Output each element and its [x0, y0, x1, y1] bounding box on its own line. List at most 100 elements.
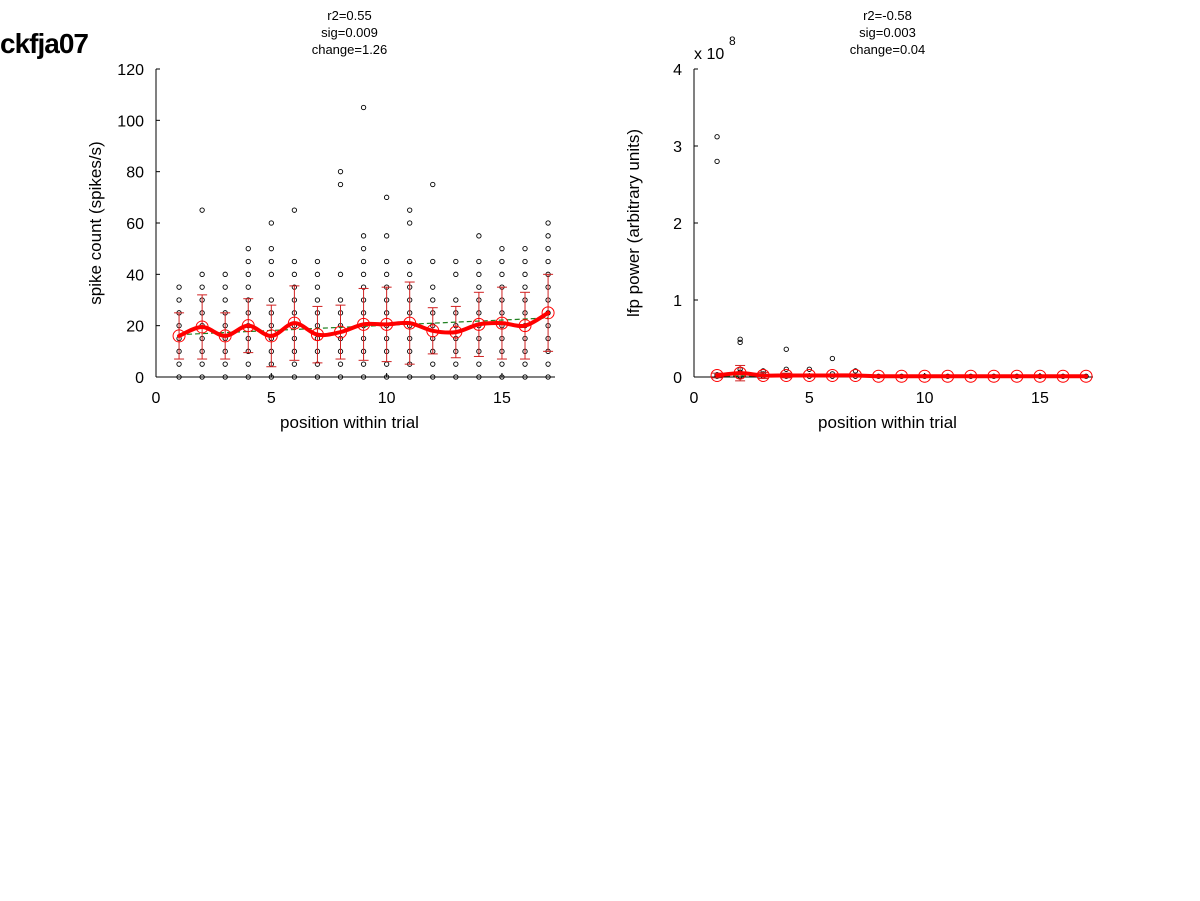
- mean-marker: [449, 325, 463, 339]
- mean-marker: [426, 324, 440, 338]
- chart-subtitle-line: change=1.26: [312, 42, 388, 57]
- chart-subtitle-line: sig=0.009: [321, 25, 378, 40]
- chart-subtitle-line: r2=-0.58: [863, 8, 912, 23]
- chart-subtitle-line: sig=0.003: [859, 25, 916, 40]
- data-point: [522, 271, 528, 277]
- data-point: [176, 284, 182, 290]
- data-point: [522, 361, 528, 367]
- mean-marker: [495, 316, 509, 330]
- x-tick-label: 0: [690, 390, 699, 407]
- data-point: [291, 374, 298, 380]
- mean-marker: [895, 369, 909, 383]
- data-point: [222, 297, 228, 303]
- mean-marker: [472, 317, 486, 331]
- chart-panel-2: r2=-0.58 sig=0.003 change=0.04 0 1 2 3 4 0 5 10 15 p…: [624, 8, 1093, 432]
- data-point: [476, 271, 482, 277]
- y-tick-label: 60: [126, 216, 144, 233]
- data-point: [245, 258, 251, 265]
- data-point: [337, 361, 344, 367]
- mean-marker: [848, 368, 862, 382]
- y-tick-label: 0: [135, 370, 144, 387]
- y-tick-label: 2: [673, 216, 682, 233]
- mean-marker: [334, 325, 348, 339]
- data-point: [545, 361, 551, 367]
- x-tick-label: 10: [378, 390, 396, 407]
- data-point: [314, 271, 321, 277]
- x-tick-label: 5: [267, 390, 276, 407]
- mean-marker: [756, 368, 770, 382]
- data-point: [407, 258, 413, 265]
- data-point: [407, 220, 413, 226]
- data-point: [176, 361, 182, 367]
- data-point: [245, 271, 251, 277]
- data-point: [291, 207, 298, 213]
- mean-marker: [1033, 369, 1047, 383]
- data-point: [291, 361, 298, 367]
- x-tick-label: 5: [805, 390, 814, 407]
- data-point: [360, 258, 367, 265]
- mean-marker: [218, 329, 232, 343]
- x-tick-label: 15: [1031, 390, 1049, 407]
- chart-subtitle-line: r2=0.55: [327, 8, 371, 23]
- data-point: [499, 361, 505, 367]
- data-point: [383, 271, 390, 277]
- mean-marker: [403, 316, 417, 330]
- mean-marker: [872, 369, 886, 383]
- x-axis-label: position within trial: [280, 413, 419, 432]
- data-point: [522, 374, 528, 380]
- data-point: [453, 361, 459, 367]
- data-point: [176, 374, 182, 380]
- mean-marker: [310, 328, 324, 342]
- data-point: [245, 246, 251, 252]
- data-point: [545, 233, 551, 239]
- data-point: [360, 374, 367, 380]
- mean-marker: [1056, 369, 1070, 383]
- data-point: [314, 258, 321, 265]
- data-point: [806, 366, 812, 372]
- data-point: [476, 374, 482, 380]
- y-tick-label: 20: [126, 319, 144, 336]
- data-point: [522, 258, 528, 265]
- mean-marker: [779, 368, 793, 382]
- y-tick-label: 0: [673, 370, 682, 387]
- data-point: [453, 297, 459, 303]
- data-point: [545, 220, 551, 226]
- data-point: [783, 346, 789, 352]
- data-point: [829, 355, 836, 362]
- data-point: [407, 271, 413, 277]
- mean-marker: [1079, 369, 1093, 383]
- data-point: [407, 207, 413, 213]
- data-point: [268, 297, 274, 303]
- data-point: [430, 258, 436, 265]
- data-point: [545, 246, 551, 252]
- mean-marker: [380, 317, 394, 331]
- data-point: [268, 258, 274, 265]
- data-point: [291, 271, 298, 277]
- mean-marker: [918, 369, 932, 383]
- mean-marker: [1010, 369, 1024, 383]
- data-point: [453, 258, 459, 265]
- mean-marker: [518, 319, 532, 333]
- data-point: [522, 246, 528, 252]
- data-point: [360, 271, 367, 277]
- data-point: [222, 271, 228, 277]
- x-tick-label: 10: [916, 390, 934, 407]
- data-point: [407, 374, 413, 380]
- data-point: [199, 361, 205, 367]
- data-point: [499, 246, 505, 252]
- data-point: [383, 233, 390, 239]
- data-point: [222, 374, 228, 380]
- data-point: [291, 258, 298, 265]
- data-point: [245, 361, 251, 367]
- data-point: [714, 134, 720, 140]
- data-point: [499, 374, 505, 380]
- mean-marker: [357, 317, 371, 331]
- data-point: [383, 194, 390, 200]
- y-axis-label: lfp power (arbitrary units): [624, 129, 643, 317]
- y-tick-label: 80: [126, 165, 144, 182]
- data-point: [714, 158, 720, 165]
- data-point: [545, 258, 551, 265]
- data-point: [852, 368, 859, 374]
- data-point: [268, 271, 274, 277]
- mean-marker: [987, 369, 1001, 383]
